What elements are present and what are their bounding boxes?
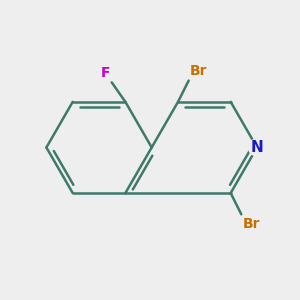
Text: Br: Br — [243, 218, 260, 231]
Text: F: F — [100, 66, 110, 80]
Circle shape — [248, 139, 266, 156]
Text: Br: Br — [190, 64, 208, 78]
Text: N: N — [250, 140, 263, 155]
